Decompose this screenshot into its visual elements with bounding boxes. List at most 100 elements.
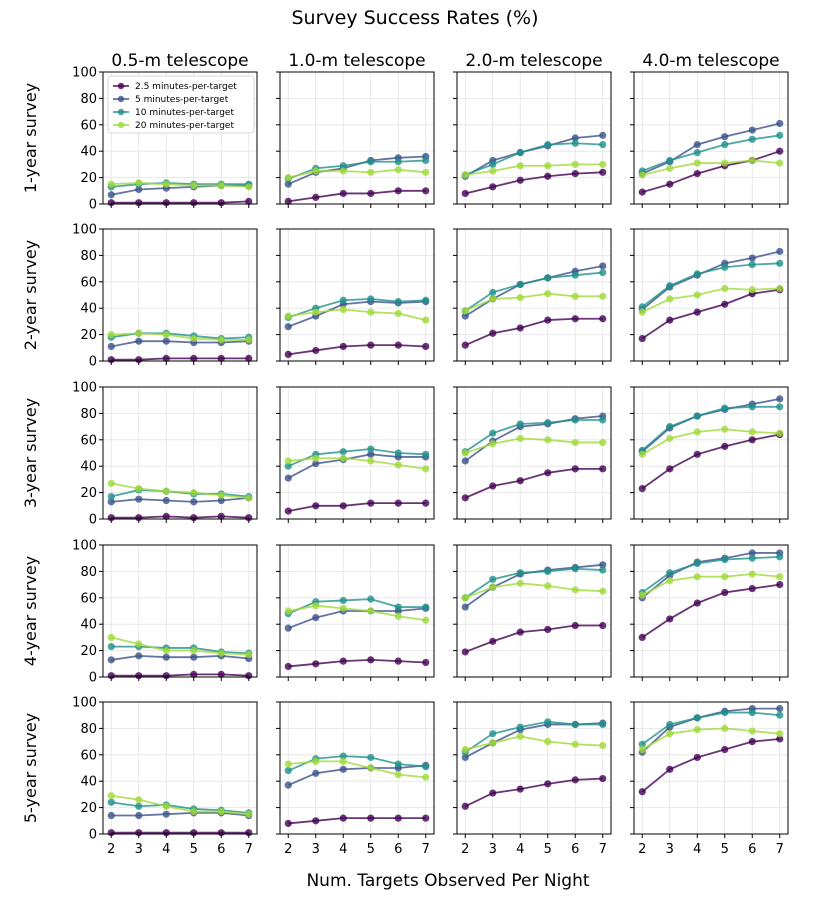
- series-20-minutes-per-target-point: [544, 290, 552, 298]
- series-2-5-minutes-per-target-line: [288, 658, 426, 668]
- series-10-minutes-per-target-point: [135, 802, 143, 810]
- series-2-5-minutes-per-target-point: [422, 499, 430, 507]
- legend-swatch-marker: [117, 121, 125, 129]
- panel-2-year-survey-2-0-m-telescope-frame: [456, 228, 612, 362]
- series-10-minutes-per-target-point: [776, 403, 784, 411]
- series-2-5-minutes-per-target-point: [162, 829, 170, 837]
- panel-3-year-survey-4-0-m-telescope-background: [634, 387, 788, 519]
- series-2-5-minutes-per-target-point: [107, 514, 115, 522]
- panel-1-year-survey-2-0-m-telescope-frame: [456, 71, 612, 205]
- series-10-minutes-per-target-point: [748, 708, 756, 717]
- series-20-minutes-per-target-point: [245, 810, 253, 818]
- series-2-5-minutes-per-target-point: [721, 300, 729, 308]
- series-10-minutes-per-target-point: [544, 567, 552, 576]
- legend-swatch-marker: [117, 108, 125, 116]
- series-10-minutes-per-target-point: [666, 156, 674, 165]
- series-10-minutes-per-target-line: [641, 262, 780, 308]
- series-2-5-minutes-per-target-point: [339, 502, 347, 510]
- series-20-minutes-per-target-point: [516, 294, 524, 302]
- series-20-minutes-per-target-point: [162, 647, 170, 655]
- panel-3-year-survey-0-5-m-telescope: 0 20 40 60 80 100: [72, 381, 258, 528]
- series-2-5-minutes-per-target-point: [394, 499, 402, 507]
- x-tick-label: 7: [245, 842, 253, 857]
- panel-5-year-survey-4-0-m-telescope: 2 3 4 5 6 7: [630, 701, 789, 857]
- legend: 2.5 minutes-per-target 5 minutes-per-targ…: [107, 75, 255, 134]
- series-20-minutes-per-target-point: [394, 771, 402, 779]
- series-2-5-minutes-per-target-line: [111, 357, 249, 361]
- series-2-5-minutes-per-target-line: [111, 200, 249, 204]
- series-10-minutes-per-target-point: [339, 448, 347, 456]
- series-20-minutes-per-target-point: [312, 757, 320, 766]
- series-10-minutes-per-target-point: [721, 555, 729, 564]
- series-2-5-minutes-per-target-point: [693, 450, 701, 458]
- series-2-5-minutes-per-target-point: [107, 356, 115, 364]
- panel-4-year-survey-2-0-m-telescope-background: [457, 545, 611, 677]
- series-2-5-minutes-per-target-point: [190, 514, 198, 522]
- series-20-minutes-per-target-point: [190, 807, 198, 816]
- series-10-minutes-per-target-line: [287, 159, 426, 180]
- series-2-5-minutes-per-target-point: [217, 670, 225, 678]
- series-2-5-minutes-per-target-point: [422, 658, 430, 667]
- y-tick-label: 80: [80, 407, 97, 422]
- series-5-minutes-per-target-point: [571, 134, 579, 142]
- x-tick-label: 7: [599, 842, 607, 857]
- series-10-minutes-per-target-point: [693, 270, 701, 278]
- series-5-minutes-per-target-point: [190, 653, 198, 661]
- series-2-5-minutes-per-target-point: [489, 789, 497, 797]
- series-20-minutes-per-target-point: [516, 162, 524, 170]
- series-20-minutes-per-target-point: [666, 730, 674, 738]
- series-20-minutes-per-target-point: [217, 807, 225, 816]
- series-20-minutes-per-target-point: [721, 425, 729, 433]
- series-10-minutes-per-target-point: [666, 569, 674, 577]
- series-20-minutes-per-target-point: [571, 740, 579, 748]
- series-2-5-minutes-per-target-point: [461, 648, 469, 656]
- series-10-minutes-per-target-line: [641, 555, 780, 594]
- series-10-minutes-per-target-point: [367, 158, 375, 166]
- series-10-minutes-per-target-point: [571, 139, 579, 147]
- series-5-minutes-per-target-point: [217, 496, 225, 505]
- series-2-5-minutes-per-target-point: [394, 657, 402, 665]
- series-20-minutes-per-target-point: [571, 292, 579, 300]
- series-2-5-minutes-per-target-point: [461, 802, 469, 810]
- series-20-minutes-per-target-point: [776, 730, 784, 738]
- series-10-minutes-per-target-point: [776, 259, 784, 267]
- panel-3-year-survey-1-0-m-telescope-frame: [279, 386, 435, 520]
- series-10-minutes-per-target-point: [516, 420, 524, 428]
- series-2-5-minutes-per-target-point: [489, 637, 497, 645]
- series-20-minutes-per-target-point: [394, 461, 402, 469]
- series-2-5-minutes-per-target-point: [693, 599, 701, 607]
- series-20-minutes-per-target-line: [288, 168, 426, 179]
- series-2-5-minutes-per-target-point: [284, 507, 292, 515]
- series-2-5-minutes-per-target-point: [666, 465, 674, 473]
- series-20-minutes-per-target-point: [394, 309, 402, 318]
- series-20-minutes-per-target-point: [190, 647, 198, 655]
- y-tick-label: 20: [80, 801, 97, 816]
- series-2-5-minutes-per-target-point: [312, 193, 320, 201]
- series-20-minutes-per-target-point: [693, 428, 701, 436]
- series-2-5-minutes-per-target-line: [111, 673, 249, 677]
- series-5-minutes-per-target-line: [111, 496, 249, 503]
- x-tick-label: 2: [284, 842, 292, 857]
- panel-2-year-survey-1-0-m-telescope-background: [280, 229, 434, 361]
- x-tick-label: 6: [217, 842, 225, 857]
- y-tick-label: 0: [89, 355, 97, 370]
- series-20-minutes-per-target-point: [721, 159, 729, 167]
- series-2-5-minutes-per-target-point: [571, 315, 579, 323]
- x-tick-label: 7: [776, 842, 784, 857]
- series-20-minutes-per-target-point: [516, 732, 524, 740]
- series-2-5-minutes-per-target-point: [666, 316, 674, 324]
- series-2-5-minutes-per-target-point: [107, 829, 115, 837]
- series-20-minutes-per-target-point: [217, 491, 225, 499]
- series-2-5-minutes-per-target-line: [642, 150, 781, 193]
- x-tick-label: 3: [666, 842, 674, 857]
- x-tick-label: 2: [638, 842, 646, 857]
- series-10-minutes-per-target-point: [666, 423, 674, 431]
- y-tick-label: 100: [72, 66, 97, 81]
- series-2-5-minutes-per-target-point: [489, 329, 497, 337]
- series-2-5-minutes-per-target-line: [464, 317, 603, 346]
- series-10-minutes-per-target-point: [666, 720, 674, 729]
- series-20-minutes-per-target-point: [162, 802, 170, 810]
- series-10-minutes-per-target-point: [367, 595, 375, 603]
- series-5-minutes-per-target-point: [135, 495, 143, 503]
- series-10-minutes-per-target-line: [287, 598, 426, 615]
